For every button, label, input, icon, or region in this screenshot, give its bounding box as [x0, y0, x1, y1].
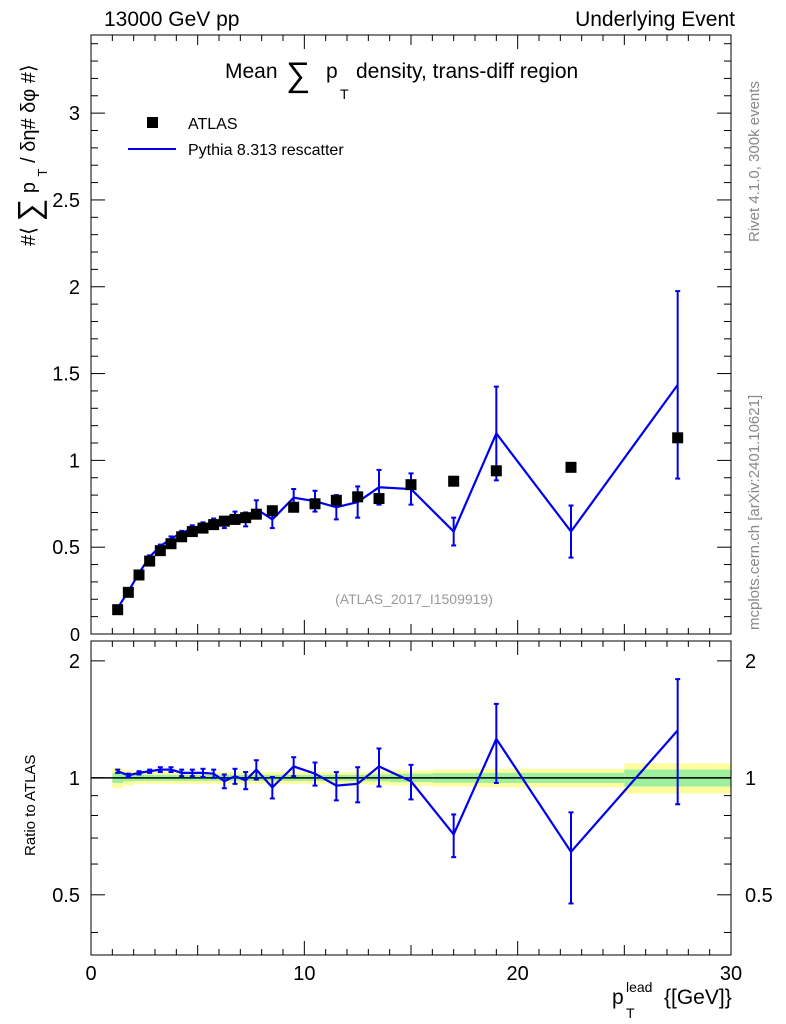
- atlas-data-point: [165, 538, 177, 550]
- main-ytick-zero: 0: [70, 625, 80, 645]
- xlabel-sub: T: [626, 1005, 635, 1021]
- x-tick-label: 30: [720, 963, 742, 985]
- atlas-data-point: [405, 479, 417, 491]
- legend-atlas-marker: [147, 117, 158, 128]
- main-y-tick-label: 2.5: [52, 190, 80, 212]
- atlas-data-point: [565, 461, 577, 473]
- ratio-y-tick-label-left: 1: [69, 768, 80, 790]
- atlas-data-point: [240, 512, 252, 524]
- ratio-y-tick-label-right: 1: [745, 768, 756, 790]
- main-ylabel-tail: / δη# δφ #⟩: [18, 64, 40, 163]
- atlas-data-point: [144, 555, 156, 567]
- main-ylabel-sub: T: [35, 168, 50, 177]
- atlas-data-point: [218, 515, 230, 527]
- main-panel: 0.5 1 1.5 2 2.5 3: [52, 34, 732, 955]
- atlas-data-point: [373, 493, 385, 505]
- atlas-data-point: [352, 491, 364, 503]
- main-ylabel: #⟨ ∑ p T / δη# δφ #⟩: [6, 64, 50, 246]
- legend-atlas-label: ATLAS: [188, 116, 238, 133]
- ratio-panel: 0 10 20 30 0.5 0.5 1 1 2 2: [52, 640, 773, 985]
- main-ylabel-hash: #⟨: [18, 227, 40, 246]
- main-y-tick-label: 3: [69, 103, 80, 125]
- main-y-tick-label: 0.5: [52, 537, 80, 559]
- xlabel-p: p: [612, 986, 624, 1009]
- atlas-data-point: [288, 501, 300, 513]
- ratio-frame: [90, 640, 732, 956]
- main-ylabel-sum: ∑: [11, 198, 47, 222]
- main-title-suffix: density, trans-diff region: [356, 60, 578, 83]
- atlas-data-point: [309, 498, 321, 510]
- main-ylabel-p: p: [18, 182, 40, 194]
- rivet-label: Rivet 4.1.0, 300k events: [746, 81, 763, 242]
- main-title-prefix: Mean: [225, 60, 278, 83]
- atlas-data-point: [122, 586, 134, 598]
- main-title-p: p: [326, 60, 338, 83]
- atlas-data-point: [197, 522, 209, 534]
- atlas-data-point: [208, 519, 220, 531]
- x-tick-label: 0: [85, 963, 96, 985]
- analysis-label: (ATLAS_2017_I1509919): [335, 591, 493, 607]
- main-y-tick-label: 1.5: [52, 364, 80, 386]
- xlabel-unit: {[GeV]}: [664, 986, 732, 1009]
- ratio-y-tick-label-right: 2: [745, 651, 756, 673]
- atlas-data-point: [448, 475, 460, 487]
- atlas-data-point: [154, 545, 166, 557]
- ratio-y-tick-label-left: 2: [69, 651, 80, 673]
- ratio-y-tick-label-right: 0.5: [745, 885, 773, 907]
- atlas-data-point: [490, 465, 502, 477]
- main-frame: [90, 34, 732, 635]
- atlas-data-point: [250, 508, 262, 520]
- atlas-data-point: [112, 604, 124, 616]
- ratio-series-line: [117, 729, 679, 854]
- x-tick-label: 10: [293, 963, 315, 985]
- atlas-data-point: [672, 432, 684, 444]
- atlas-data-point: [266, 505, 278, 517]
- atlas-data-point: [330, 494, 342, 506]
- main-title-sub: T: [340, 86, 349, 102]
- xlabel-sup: lead: [626, 979, 652, 995]
- header-analysis: Underlying Event: [575, 8, 735, 31]
- atlas-data-point: [176, 531, 188, 543]
- atlas-data-point: [229, 513, 241, 525]
- atlas-data-point: [186, 526, 198, 538]
- mcplots-label: mcplots.cern.ch [arXiv:2401.10621]: [746, 394, 763, 630]
- main-y-tick-label: 2: [69, 277, 80, 299]
- legend-pythia-label: Pythia 8.313 rescatter: [188, 142, 344, 159]
- atlas-data-point: [133, 569, 145, 581]
- main-title-sum: ∑: [286, 56, 310, 94]
- mc-series-line: [116, 384, 679, 609]
- ratio-ylabel: Ratio to ATLAS: [22, 754, 39, 856]
- ratio-y-tick-label-left: 0.5: [52, 885, 80, 907]
- header-energy: 13000 GeV pp: [104, 8, 240, 31]
- main-y-tick-label: 1: [69, 450, 80, 472]
- x-tick-label: 20: [507, 963, 529, 985]
